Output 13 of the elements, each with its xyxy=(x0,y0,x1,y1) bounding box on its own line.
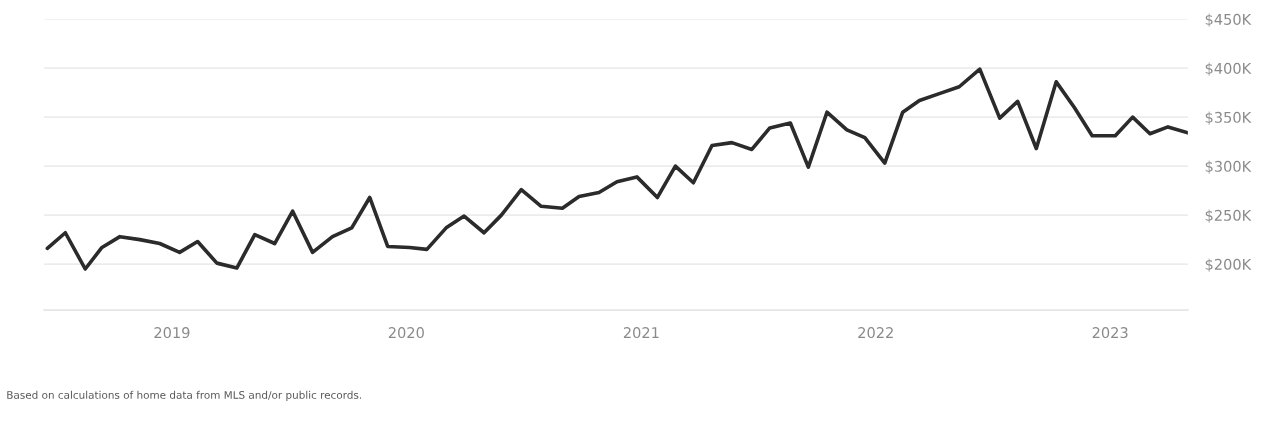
y-tick-label: $300K xyxy=(1205,160,1252,174)
y-tick-label: $350K xyxy=(1205,111,1252,125)
y-tick-label: $450K xyxy=(1205,13,1252,27)
text: Based on calculations of home data from MLS and/or public records. xyxy=(7,390,362,401)
y-tick-label: $400K xyxy=(1205,62,1252,76)
y-tick-label: $250K xyxy=(1205,209,1252,223)
x-tick-label: 2020 xyxy=(388,327,424,339)
x-tick-label: 2023 xyxy=(1092,327,1128,339)
y-tick-label: $200K xyxy=(1205,258,1252,272)
x-tick-label: 2021 xyxy=(623,327,659,339)
x-tick-label: 2019 xyxy=(154,327,190,339)
x-tick-label: 2022 xyxy=(858,327,893,339)
line-series xyxy=(45,67,1188,271)
